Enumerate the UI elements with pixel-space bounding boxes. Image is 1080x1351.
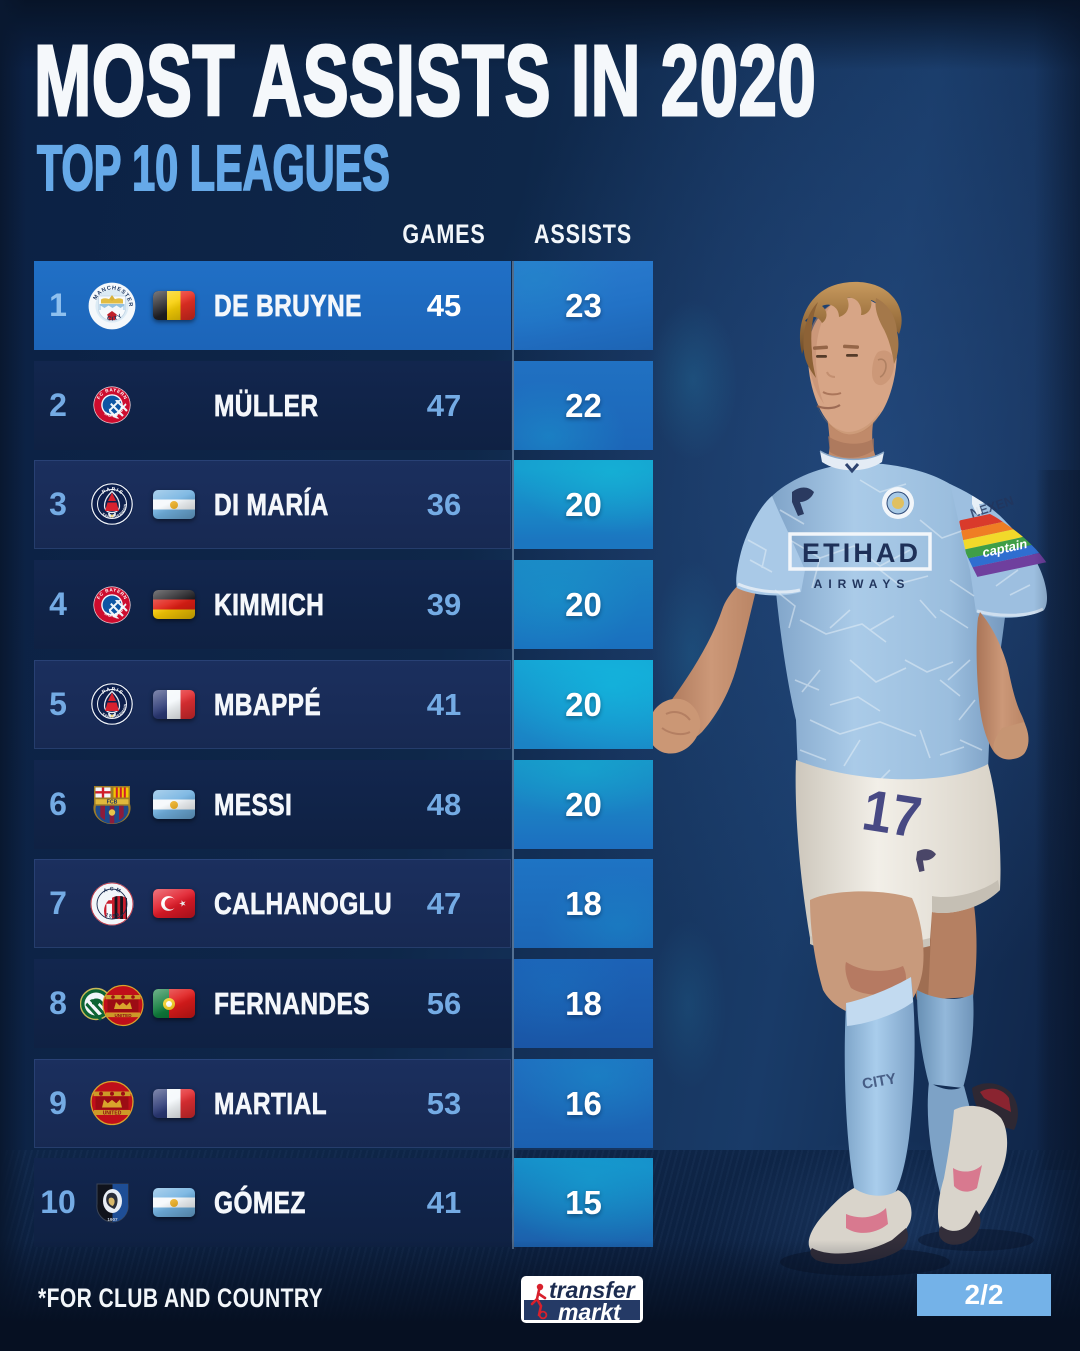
svg-text:FCB: FCB <box>107 800 118 806</box>
svg-text:ACM: ACM <box>103 886 123 895</box>
svg-text:17: 17 <box>858 777 926 850</box>
svg-text:1899: 1899 <box>104 911 122 920</box>
svg-text:1907: 1907 <box>107 1217 118 1222</box>
svg-text:UNITED: UNITED <box>114 1013 132 1018</box>
svg-text:CITY: CITY <box>106 313 124 323</box>
svg-text:CITY: CITY <box>861 1070 898 1093</box>
svg-text:AIRWAYS: AIRWAYS <box>814 577 911 591</box>
svg-text:ETIHAD: ETIHAD <box>802 538 918 568</box>
svg-text:PARIS: PARIS <box>101 486 125 496</box>
svg-text:PARIS: PARIS <box>101 686 125 696</box>
svg-text:UNITED: UNITED <box>103 1111 122 1117</box>
